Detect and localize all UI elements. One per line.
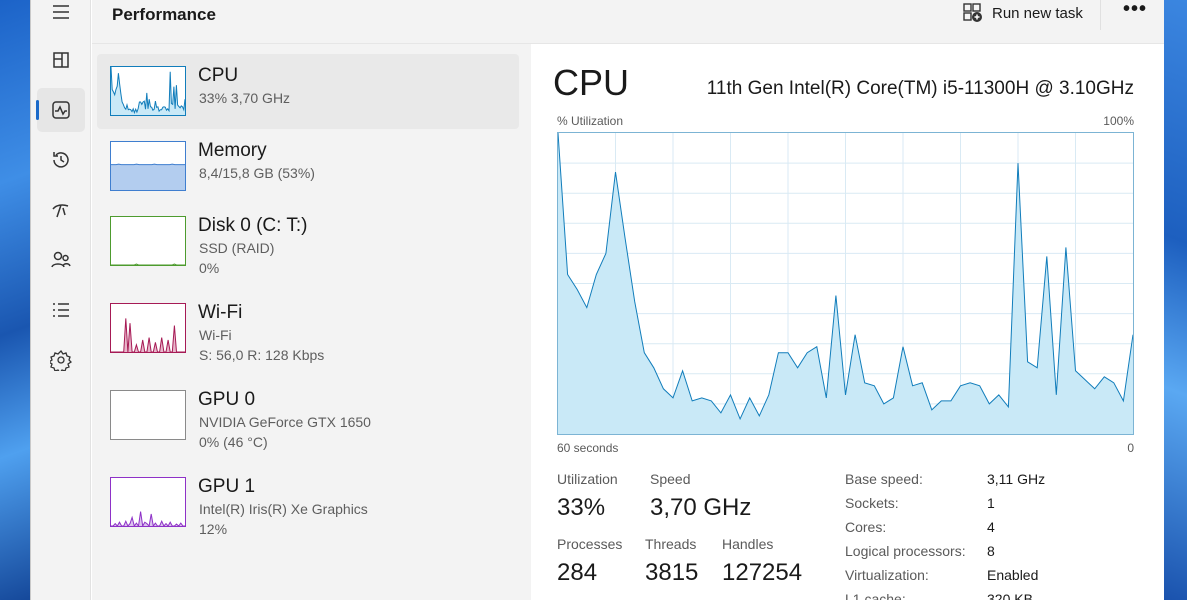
y-axis-max-label: 100%: [1103, 114, 1134, 128]
nav-rail: [31, 0, 91, 600]
handles-value: 127254: [722, 559, 803, 586]
resource-name: GPU 0: [198, 389, 256, 410]
resource-detail: 8,4/15,8 GB (53%): [199, 165, 315, 181]
resource-detail: Intel(R) Iris(R) Xe Graphics: [199, 501, 368, 517]
cores-value: 4: [987, 519, 995, 535]
run-new-task-button[interactable]: Run new task: [962, 2, 1083, 24]
logical-processors-value: 8: [987, 543, 995, 559]
y-axis-label: % Utilization: [557, 114, 624, 128]
resource-name: Disk 0 (C: T:): [198, 215, 308, 236]
gpu1-thumbnail-graph: [110, 477, 186, 527]
handles-label: Handles: [722, 536, 774, 552]
virtualization-key: Virtualization:: [845, 567, 929, 583]
nav-app-history[interactable]: [37, 138, 85, 182]
header-divider: [1100, 0, 1101, 30]
resource-detail: SSD (RAID): [199, 240, 275, 256]
speed-label: Speed: [650, 471, 691, 487]
processes-icon: [53, 52, 69, 68]
base-speed-value: 3,11 GHz: [987, 471, 1046, 487]
processes-value: 284: [557, 559, 598, 586]
disk-thumbnail-graph: [110, 216, 186, 266]
desktop-wallpaper-right: [1163, 0, 1187, 600]
resource-item-memory[interactable]: Memory 8,4/15,8 GB (53%): [97, 129, 519, 204]
nav-startup-apps[interactable]: [37, 188, 85, 232]
resource-item-cpu[interactable]: CPU 33% 3,70 GHz: [97, 54, 519, 129]
memory-thumb-line: [111, 163, 185, 166]
resource-name: CPU: [198, 65, 239, 86]
nav-details[interactable]: [37, 288, 85, 332]
gpu1-thumb-area: [111, 511, 185, 526]
hamburger-menu-button[interactable]: [37, 0, 85, 34]
page-title: Performance: [112, 5, 216, 24]
sockets-key: Sockets:: [845, 495, 899, 511]
performance-icon: [52, 101, 70, 119]
x-axis-right-label: 0: [1127, 441, 1134, 455]
resource-item-gpu1[interactable]: GPU 1 Intel(R) Iris(R) Xe Graphics 12%: [97, 465, 519, 540]
task-manager-window: Performance Run new task ••• CPU 33% 3,7…: [30, 0, 1164, 600]
l1-cache-value: 320 KB: [987, 591, 1033, 600]
gpu1-thumb-line: [111, 511, 185, 526]
memory-thumb-area: [111, 164, 185, 190]
nav-processes[interactable]: [37, 38, 85, 82]
services-icon: [50, 349, 72, 371]
users-icon: [51, 251, 71, 268]
gpu0-thumbnail-graph: [110, 390, 186, 440]
run-new-task-icon: [963, 3, 982, 22]
resource-name: Wi-Fi: [198, 302, 243, 323]
resource-item-gpu0[interactable]: GPU 0 NVIDIA GeForce GTX 1650 0% (46 °C): [97, 378, 519, 453]
sockets-value: 1: [987, 495, 995, 511]
resource-item-disk[interactable]: Disk 0 (C: T:) SSD (RAID) 0%: [97, 204, 519, 279]
cpu-thumbnail-graph: [110, 66, 186, 116]
utilization-label: Utilization: [557, 471, 618, 487]
detail-title: CPU: [553, 62, 630, 103]
nav-performance[interactable]: [36, 88, 85, 132]
startup-apps-icon: [52, 204, 69, 218]
more-options-button[interactable]: •••: [1122, 0, 1147, 20]
logical-processors-key: Logical processors:: [845, 543, 966, 559]
resource-detail-2: S: 56,0 R: 128 Kbps: [199, 347, 325, 363]
resource-detail-2: 0%: [199, 260, 220, 276]
cores-key: Cores:: [845, 519, 887, 535]
virtualization-value: Enabled: [987, 567, 1039, 583]
run-new-task-label: Run new task: [992, 4, 1083, 22]
utilization-value: 33%: [557, 494, 606, 521]
cpu-model-name: 11th Gen Intel(R) Core(TM) i5-11300H @ 3…: [706, 78, 1134, 99]
memory-thumbnail-graph: [110, 141, 186, 191]
disk-thumb-line: [111, 263, 185, 265]
speed-value: 3,70 GHz: [650, 494, 752, 521]
desktop-wallpaper-left: [0, 0, 32, 600]
resource-detail: NVIDIA GeForce GTX 1650: [199, 414, 371, 430]
cpu-utilization-graph: [557, 132, 1134, 435]
threads-label: Threads: [645, 536, 697, 552]
details-icon: [53, 303, 69, 317]
l1-cache-key: L1 cache:: [845, 591, 906, 600]
wifi-thumbnail-graph: [110, 303, 186, 353]
resource-detail-2: 12%: [199, 521, 228, 537]
x-axis-left-label: 60 seconds: [557, 441, 619, 455]
app-history-icon: [53, 152, 69, 168]
nav-services[interactable]: [37, 338, 85, 382]
base-speed-key: Base speed:: [845, 471, 923, 487]
cpu-graph-line: [558, 133, 1133, 421]
header-bar: Performance Run new task •••: [92, 0, 1164, 44]
resource-name: Memory: [198, 140, 267, 161]
resource-name: GPU 1: [198, 476, 256, 497]
resource-list: CPU 33% 3,70 GHz Memory 8,4/15,8 GB (53%…: [92, 44, 531, 600]
resource-item-wifi[interactable]: Wi-Fi Wi-Fi S: 56,0 R: 128 Kbps: [97, 291, 519, 366]
cpu-thumb-area: [111, 67, 185, 115]
resource-detail: 33% 3,70 GHz: [199, 90, 291, 106]
resource-detail-2: 0% (46 °C): [199, 434, 268, 450]
cpu-thumb-line: [111, 67, 185, 115]
wifi-thumb-line: [111, 318, 185, 352]
nav-users[interactable]: [37, 238, 85, 282]
wifi-thumb-area: [111, 318, 185, 352]
cpu-detail-pane: CPU 11th Gen Intel(R) Core(TM) i5-11300H…: [531, 44, 1164, 600]
cpu-graph-area: [558, 133, 1133, 434]
threads-value: 3815: [645, 559, 699, 586]
hamburger-icon: [53, 5, 69, 19]
resource-detail: Wi-Fi: [199, 327, 232, 343]
processes-label: Processes: [557, 536, 623, 552]
